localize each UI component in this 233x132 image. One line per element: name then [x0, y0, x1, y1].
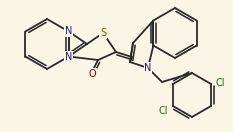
Text: Cl: Cl	[215, 78, 225, 88]
Text: N: N	[65, 27, 72, 37]
Text: O: O	[88, 69, 96, 79]
Text: S: S	[100, 28, 106, 38]
Text: N: N	[65, 51, 72, 62]
Text: N: N	[144, 63, 152, 73]
Text: Cl: Cl	[158, 106, 168, 116]
